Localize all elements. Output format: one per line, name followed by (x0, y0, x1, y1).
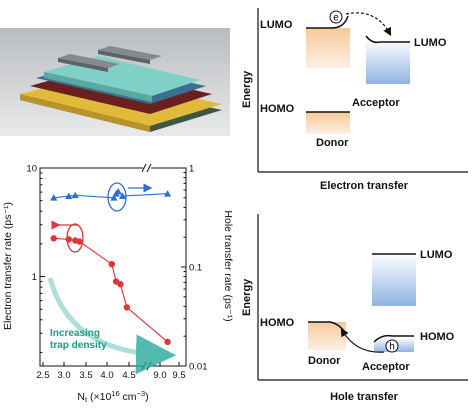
red-series-ellipse (66, 223, 84, 253)
circle-point (164, 338, 171, 346)
x-axis-label: Nt (×1016 cm−3) (77, 389, 148, 404)
donor-lumo-level (306, 15, 349, 29)
electron-transfer-diagram: e LUMO LUMO HOMO Donor Acceptor Energy E… (236, 0, 474, 200)
circle-point (50, 235, 57, 242)
layered-device-illustration-icon (0, 28, 230, 136)
transfer-rate-chart-svg: 2.5 3.0 3.5 4.0 4.5 9.0 9.5 10 1 1 0.1 0.01 Increas… (2, 164, 234, 405)
acceptor-lumo-level (365, 35, 410, 44)
circle-point (123, 304, 131, 311)
annotation-line-1: Increasing (50, 328, 100, 339)
x-axis-label: Hole transfer (330, 391, 399, 403)
x-tick-label: 9.0 (153, 370, 166, 381)
y-left-tick-label: 10 (26, 164, 37, 175)
triangle-point (118, 192, 127, 199)
y-axis-left-label: Electron transfer rate (ps⁻¹) (2, 202, 14, 330)
acceptor-homo-level (373, 334, 414, 343)
donor-homo-band (306, 112, 350, 134)
y-right-tick-label: 0.1 (189, 263, 202, 274)
hole-transfer-diagram: h HOMO HOMO LUMO Donor Acceptor Energy H… (236, 206, 474, 408)
donor-label: Donor (316, 137, 349, 149)
acceptor-lumo-band (366, 40, 410, 84)
x-tick-label: 3.5 (79, 370, 92, 381)
x-tick-label: 4.5 (122, 370, 135, 381)
energy-axis-label: Energy (241, 278, 253, 316)
device-illustration (0, 28, 230, 136)
triangle-point (114, 187, 122, 195)
hole-transfer-arrow (340, 327, 385, 353)
y-axis-right-label: Hole transfer rate (ps⁻¹) (222, 210, 234, 321)
circle-point (108, 260, 116, 268)
triangle-point (110, 194, 118, 201)
acceptor-label: Acceptor (352, 97, 400, 109)
trend-arrow (47, 277, 176, 375)
blue-series-ellipse (107, 182, 127, 212)
circle-point (117, 281, 124, 288)
electron-symbol (329, 10, 343, 24)
homo-label-right: HOMO (420, 331, 455, 343)
transfer-rate-chart: 2.5 3.0 3.5 4.0 4.5 9.0 9.5 10 1 1 0.1 0.01 Increas… (0, 148, 236, 408)
acceptor-lumo-band (372, 254, 416, 306)
hole-symbol (385, 339, 399, 353)
svg-text:e: e (333, 13, 339, 24)
annotation-line-2: trap density (50, 340, 107, 351)
circle-series-line (53, 237, 168, 343)
triangle-point (50, 194, 58, 201)
x-tick-label: 2.5 (36, 370, 49, 381)
x-axis-label: Electron transfer (320, 180, 409, 192)
svg-text:h: h (389, 342, 395, 353)
electron-transfer-arrow (345, 12, 392, 37)
x-tick-label: 4.0 (100, 370, 113, 381)
circle-point (76, 238, 83, 245)
y-right-tick-label: 1 (189, 164, 194, 175)
lumo-label-left: LUMO (260, 19, 293, 31)
homo-label-left: HOMO (260, 317, 295, 329)
triangle-point (65, 192, 73, 199)
homo-label-left: HOMO (260, 103, 295, 115)
triangle-point (164, 190, 172, 197)
energy-axis-label: Energy (241, 70, 253, 108)
donor-lumo-band (306, 28, 350, 68)
triangle-point (71, 191, 79, 199)
y-right-tick-label: 0.01 (189, 362, 208, 373)
x-tick-label: 9.5 (172, 370, 185, 381)
y-left-tick-label: 1 (32, 272, 37, 283)
acceptor-label: Acceptor (362, 361, 410, 373)
donor-label: Donor (308, 355, 341, 367)
x-tick-label: 3.0 (57, 370, 70, 381)
lumo-label: LUMO (420, 249, 453, 261)
lumo-label-right: LUMO (414, 37, 447, 49)
